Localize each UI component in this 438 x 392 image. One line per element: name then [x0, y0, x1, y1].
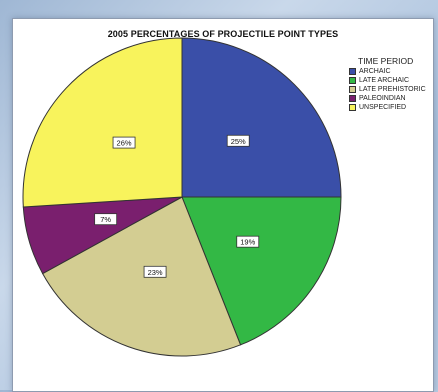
legend-item: LATE ARCHAIC	[349, 76, 426, 85]
pie-chart: 25% 19% 23% 7% 26%	[22, 37, 342, 357]
legend-label: PALEOINDIAN	[359, 95, 406, 102]
slice-label-text: 19%	[240, 238, 255, 247]
legend-label: LATE PREHISTORIC	[359, 86, 426, 93]
legend-swatch	[349, 77, 356, 84]
legend-item: UNSPECIFIED	[349, 103, 426, 112]
legend-swatch	[349, 104, 356, 111]
legend-label: UNSPECIFIED	[359, 104, 407, 111]
legend-item: PALEOINDIAN	[349, 94, 426, 103]
legend-swatch	[349, 86, 356, 93]
pie-slice-archaic	[181, 37, 342, 198]
legend-swatch	[349, 95, 356, 102]
slice-label: 25%	[226, 134, 250, 147]
slice-label-text: 25%	[231, 137, 246, 146]
slice-label-text: 26%	[117, 139, 132, 148]
pie-slice-late-prehistoric	[41, 196, 242, 357]
slice-label: 7%	[94, 213, 118, 226]
slice-label: 23%	[143, 265, 167, 278]
pie-slice-late-archaic	[181, 196, 342, 346]
pie-slice-unspecified	[22, 37, 183, 208]
slice-label: 26%	[112, 136, 136, 149]
slice-label-text: 7%	[100, 215, 111, 224]
legend-item: LATE PREHISTORIC	[349, 85, 426, 94]
slice-label: 19%	[236, 235, 260, 248]
chart-frame: 2005 PERCENTAGES OF PROJECTILE POINT TYP…	[12, 18, 434, 392]
slice-label-text: 23%	[148, 268, 163, 277]
legend: TIME PERIOD ARCHAIC LATE ARCHAIC LATE PREH…	[349, 57, 426, 112]
legend-label: LATE ARCHAIC	[359, 77, 410, 84]
chart-title: 2005 PERCENTAGES OF PROJECTILE POINT TYP…	[107, 29, 339, 39]
legend-swatch	[349, 68, 356, 75]
legend-title: TIME PERIOD	[358, 56, 414, 66]
legend-item: ARCHAIC	[349, 67, 426, 76]
legend-label: ARCHAIC	[359, 68, 391, 75]
